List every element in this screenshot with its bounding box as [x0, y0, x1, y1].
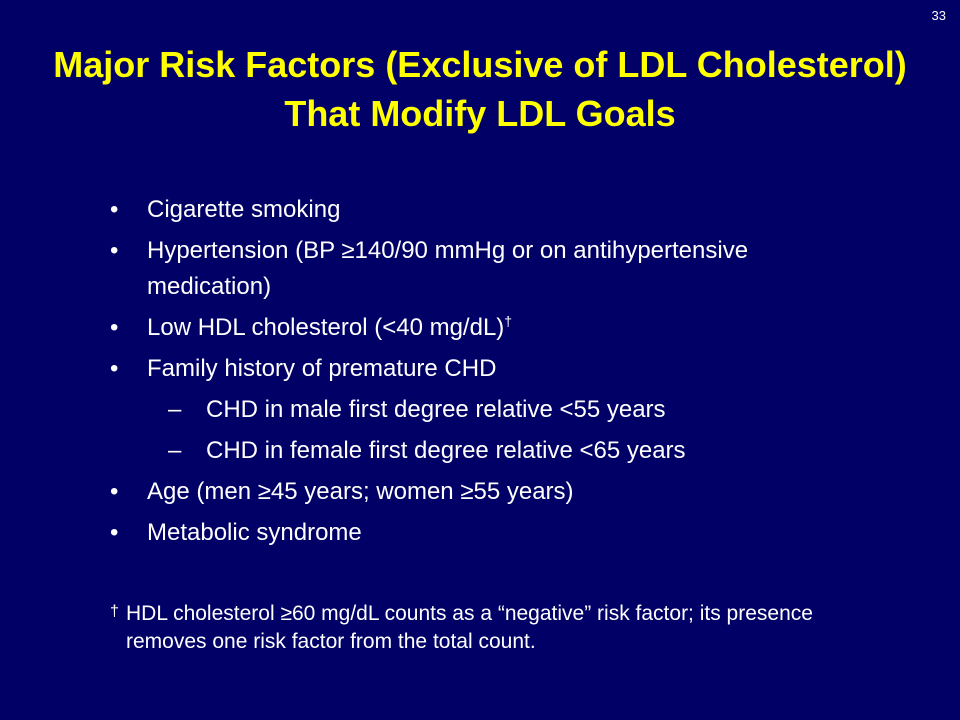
bullet-item-family-history: • Family history of premature CHD — [110, 351, 850, 387]
bullet-marker: • — [110, 237, 119, 264]
bullet-item-age: • Age (men ≥45 years; women ≥55 years) — [110, 474, 850, 510]
footnote-text: HDL cholesterol ≥60 mg/dL counts as a “n… — [126, 602, 813, 653]
dash-marker: – — [168, 437, 182, 464]
bullet-text: Metabolic syndrome — [147, 519, 362, 546]
sub-bullet-text: CHD in male first degree relative <55 ye… — [206, 396, 666, 423]
sub-bullet-male-relative: – CHD in male first degree relative <55 … — [110, 392, 850, 428]
bullet-text: Hypertension (BP ≥140/90 mmHg or on anti… — [147, 237, 749, 300]
bullet-text: Low HDL cholesterol (<40 mg/dL) — [147, 314, 505, 341]
bullet-item-hypertension: • Hypertension (BP ≥140/90 mmHg or on an… — [110, 233, 850, 305]
sub-bullet-text: CHD in female first degree relative <65 … — [206, 437, 686, 464]
bullet-text: Family history of premature CHD — [147, 355, 497, 382]
bullet-marker: • — [110, 519, 119, 546]
footnote: † HDL cholesterol ≥60 mg/dL counts as a … — [110, 600, 826, 656]
sub-bullet-female-relative: – CHD in female first degree relative <6… — [110, 433, 850, 469]
slide-number: 33 — [931, 8, 946, 23]
risk-factor-list: • Cigarette smoking • Hypertension (BP ≥… — [110, 192, 850, 556]
bullet-marker: • — [110, 478, 119, 505]
bullet-marker: • — [110, 196, 119, 223]
bullet-text: Age (men ≥45 years; women ≥55 years) — [147, 478, 574, 505]
bullet-marker: • — [110, 314, 119, 341]
footnote-dagger: † — [110, 603, 119, 620]
slide-title: Major Risk Factors (Exclusive of LDL Cho… — [53, 44, 907, 134]
bullet-item-smoking: • Cigarette smoking — [110, 192, 850, 228]
bullet-item-low-hdl: • Low HDL cholesterol (<40 mg/dL)† — [110, 310, 850, 346]
bullet-item-metabolic: • Metabolic syndrome — [110, 515, 850, 551]
bullet-text: Cigarette smoking — [147, 196, 341, 223]
dash-marker: – — [168, 396, 182, 423]
bullet-marker: • — [110, 355, 119, 382]
dagger-superscript: † — [504, 313, 513, 329]
